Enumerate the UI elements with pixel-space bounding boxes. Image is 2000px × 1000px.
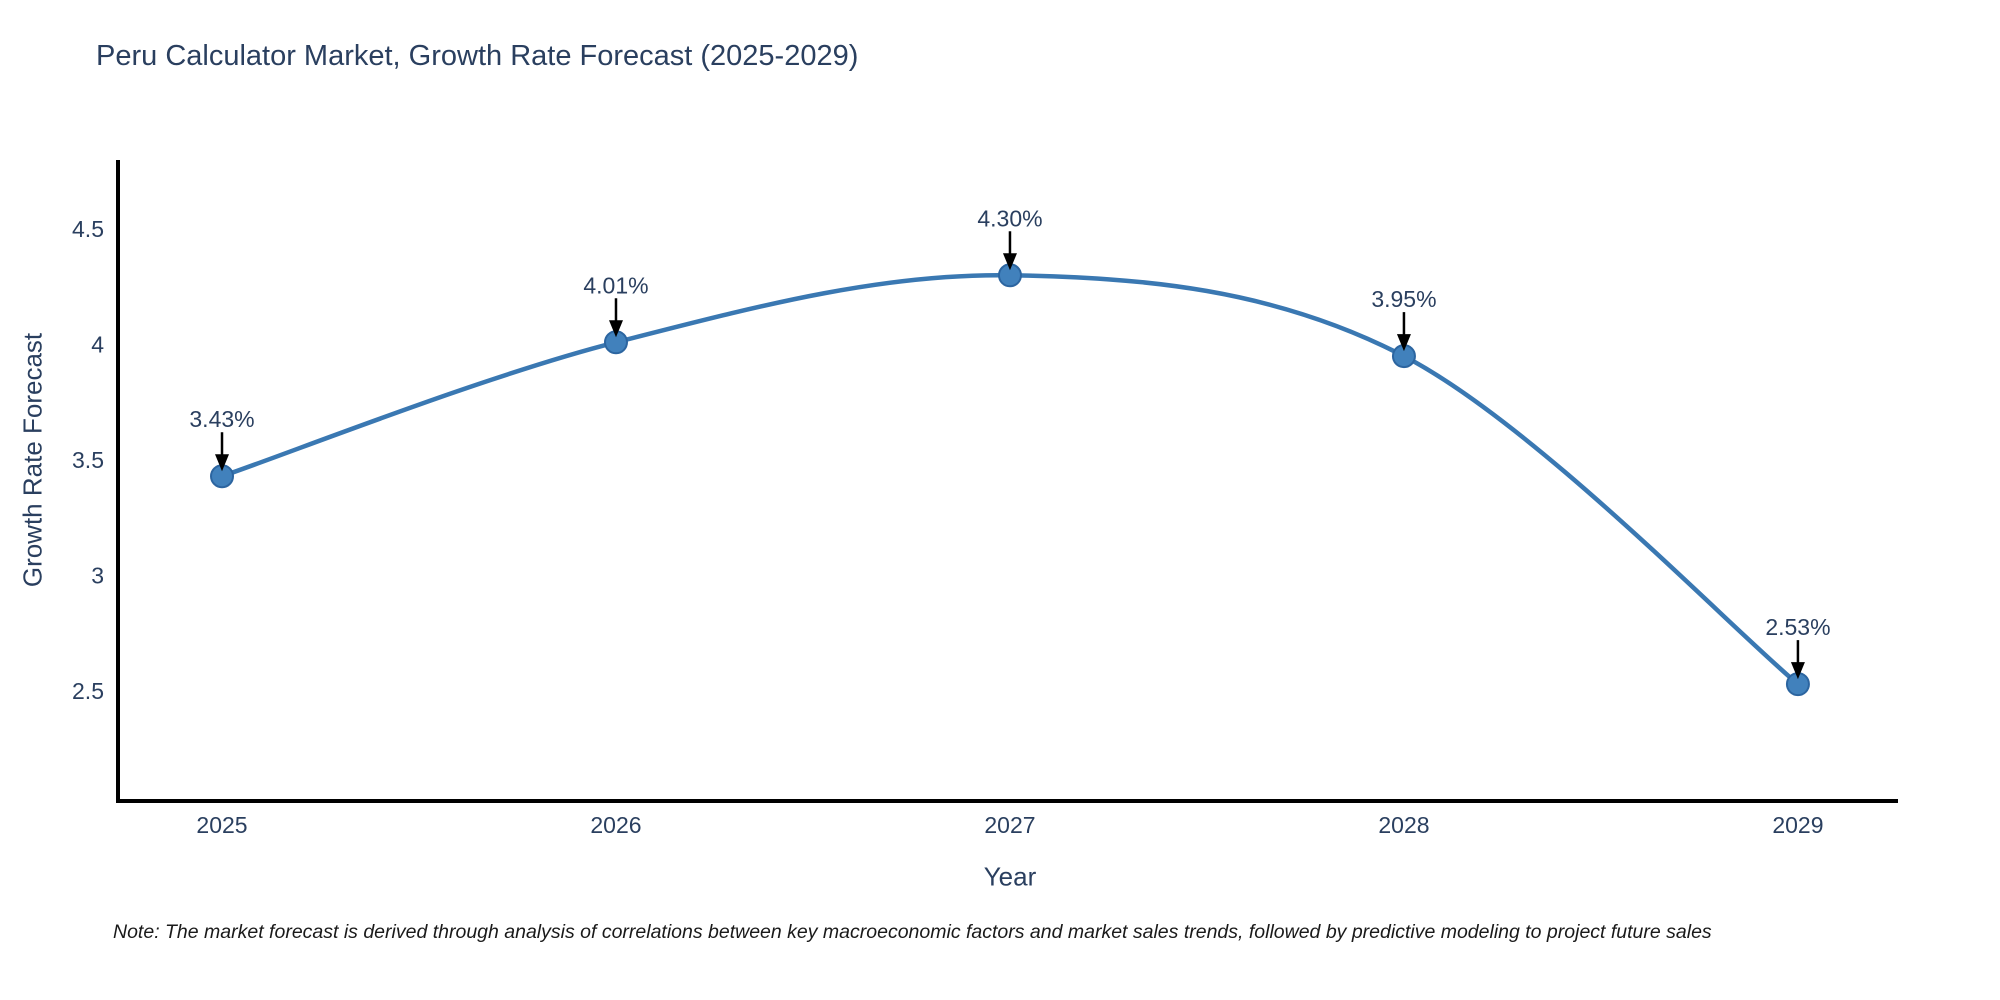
chart-title: Peru Calculator Market, Growth Rate Fore… [96,40,859,72]
x-tick-label-2027: 2027 [984,812,1035,838]
annotation-arrowhead-2028 [1396,334,1411,352]
x-tick-label-2029: 2029 [1772,812,1823,838]
x-tick-label-2025: 2025 [196,812,247,838]
annotation-label-2025: 3.43% [189,406,254,432]
annotation-arrowhead-2025 [215,454,230,472]
x-tick-label-2026: 2026 [590,812,641,838]
annotation-label-2026: 4.01% [583,272,648,298]
y-tick-label-2.5: 2.5 [72,678,104,704]
x-axis-title: Year [983,861,1037,892]
y-tick-label-4: 4 [91,332,104,358]
y-tick-label-4.5: 4.5 [72,216,104,242]
annotation-label-2028: 3.95% [1371,286,1436,312]
y-tick-label-3: 3 [91,563,104,589]
footnote: Note: The market forecast is derived thr… [113,921,1712,943]
annotation-arrowhead-2027 [1002,253,1017,271]
y-tick-label-3.5: 3.5 [72,447,104,473]
x-tick-label-2028: 2028 [1378,812,1429,838]
forecast-line [219,272,1801,687]
annotation-arrowhead-2026 [608,320,623,338]
annotation-label-2027: 4.30% [977,205,1042,231]
annotation-label-2029: 2.53% [1765,614,1830,640]
annotation-arrowhead-2029 [1790,662,1805,680]
